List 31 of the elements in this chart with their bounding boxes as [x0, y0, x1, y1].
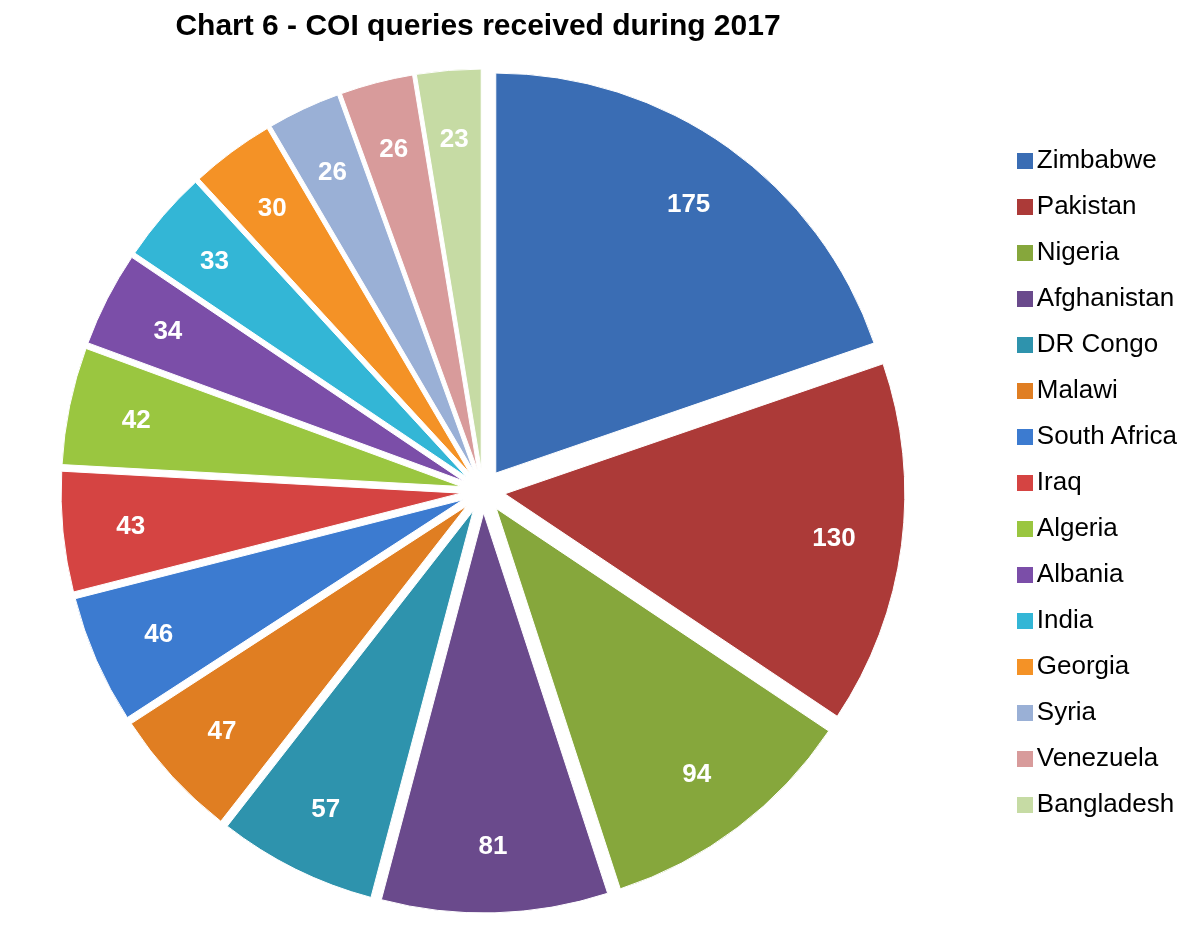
data-label: 30 [257, 191, 287, 222]
data-label: 81 [478, 829, 508, 860]
chart-title: Chart 6 - COI queries received during 2017 [174, 8, 782, 42]
data-label: 94 [682, 758, 712, 789]
data-label: 43 [116, 510, 146, 541]
data-label: 57 [311, 793, 341, 824]
legend-label: Pakistan [1036, 190, 1137, 220]
data-label: 33 [200, 245, 230, 276]
legend-label: Zimbabwe [1036, 144, 1157, 174]
data-label: 26 [318, 155, 347, 186]
data-label: 175 [666, 187, 711, 218]
legend-label: South Africa [1036, 420, 1177, 450]
legend-label: India [1036, 604, 1094, 634]
legend-label: DR Congo [1036, 328, 1159, 358]
legend-label: Albania [1036, 558, 1124, 588]
data-label: 23 [439, 123, 469, 154]
data-label: 26 [379, 133, 409, 164]
legend-label: Nigeria [1036, 236, 1120, 266]
data-label: 46 [144, 617, 174, 648]
legend-label: Malawi [1036, 374, 1118, 404]
legend-label: Syria [1036, 696, 1097, 726]
legend-label: Iraq [1036, 466, 1082, 496]
legend-label: Georgia [1036, 650, 1130, 680]
legend-label: Afghanistan [1036, 282, 1175, 312]
data-label: 47 [207, 715, 237, 746]
legend-label: Venezuela [1036, 742, 1159, 772]
data-label: 42 [121, 404, 151, 435]
legend-label: Algeria [1036, 512, 1118, 542]
legend-label: Bangladesh [1036, 788, 1175, 818]
data-label: 34 [153, 314, 183, 345]
data-label: 130 [812, 521, 856, 552]
